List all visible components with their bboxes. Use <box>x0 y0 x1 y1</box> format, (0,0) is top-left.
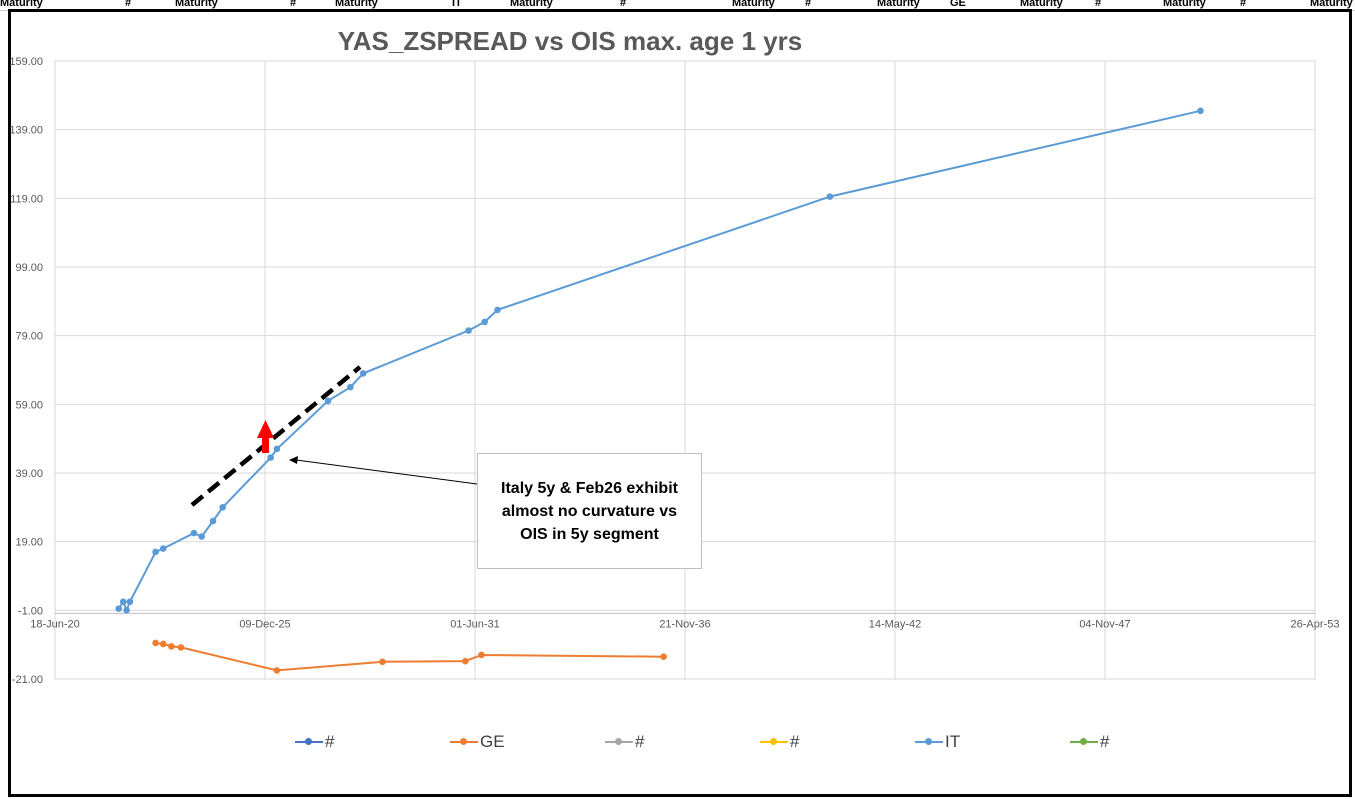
y-tick-label: 99.00 <box>15 262 43 274</box>
legend-swatch <box>1070 736 1098 748</box>
y-tick-label: -21.00 <box>12 674 43 686</box>
y-tick-label: 119.00 <box>10 193 43 205</box>
chart-title: YAS_ZSPREAD vs OIS max. age 1 yrs <box>337 26 803 56</box>
legend-swatch <box>760 736 788 748</box>
legend-label: IT <box>945 732 961 751</box>
data-point-it <box>273 445 281 453</box>
sheet-column-header: Maturity <box>1163 0 1206 9</box>
data-point-it <box>359 370 367 377</box>
red-arrow-shaft <box>262 436 269 453</box>
x-tick-label: 18-Jun-20 <box>30 618 80 630</box>
y-tick-label: 159.00 <box>9 56 43 68</box>
x-tick-label: 14-May-42 <box>869 618 922 630</box>
chart-legend: # GE # # IT # <box>295 732 1225 752</box>
data-point-it <box>119 598 127 606</box>
x-tick-label: 26-Apr-53 <box>1291 618 1340 630</box>
data-point-ge <box>168 643 175 650</box>
data-point-it <box>481 318 488 326</box>
sheet-column-header: # <box>1240 0 1247 9</box>
legend-label: # <box>635 732 645 751</box>
sheet-column-header: # <box>125 0 132 9</box>
sheet-column-header: Maturity <box>1310 0 1353 9</box>
annotation-pointer-arrowhead <box>289 456 298 464</box>
sheet-column-header: Maturity <box>510 0 553 9</box>
sheet-column-header: IT <box>452 0 462 9</box>
data-point-it <box>123 607 130 614</box>
data-point-ge <box>159 640 167 648</box>
data-point-it <box>494 306 501 314</box>
legend-label: # <box>1100 732 1110 751</box>
legend-label: # <box>790 732 800 751</box>
data-point-ge <box>177 644 185 651</box>
x-tick-label: 01-Jun-31 <box>450 618 500 630</box>
data-point-ge <box>478 651 485 659</box>
data-point-it <box>826 193 834 200</box>
sheet-column-header: Maturity <box>0 0 43 9</box>
data-point-it <box>347 383 354 391</box>
data-point-it <box>198 533 205 540</box>
annotation-pointer-line <box>295 459 478 485</box>
data-point-ge <box>660 653 667 660</box>
red-arrow-head <box>257 420 274 438</box>
legend-item: # <box>760 732 915 752</box>
annotation-line: OIS in 5y segment <box>520 525 659 543</box>
annotation-callout: Italy 5y & Feb26 exhibit almost no curva… <box>477 453 702 569</box>
legend-swatch <box>605 736 633 748</box>
sheet-column-header: Maturity <box>877 0 920 9</box>
legend-swatch <box>915 736 943 748</box>
x-tick-label: 09-Dec-25 <box>239 618 290 630</box>
x-tick-label: 21-Nov-36 <box>659 618 710 630</box>
y-tick-label: 39.00 <box>15 468 43 480</box>
data-point-it <box>190 529 198 537</box>
data-point-it <box>267 454 274 461</box>
annotation-line: Italy 5y & Feb26 exhibit <box>501 479 678 497</box>
sheet-column-header: # <box>290 0 297 9</box>
data-point-ge <box>379 658 386 666</box>
data-point-it <box>159 545 167 552</box>
data-point-ge <box>152 639 159 647</box>
sheet-column-header: # <box>805 0 812 9</box>
legend-swatch <box>295 736 323 748</box>
y-tick-label: 59.00 <box>15 399 43 411</box>
dashed-trend-line <box>190 365 362 507</box>
legend-label: GE <box>480 732 505 751</box>
y-tick-label: 79.00 <box>15 331 43 343</box>
sheet-column-header: Maturity <box>1020 0 1063 9</box>
sheet-column-header: # <box>1095 0 1102 9</box>
data-point-it <box>152 548 159 556</box>
data-point-it <box>126 598 134 606</box>
data-point-it <box>209 517 217 525</box>
x-tick-label: 04-Nov-47 <box>1079 618 1130 630</box>
y-tick-label: -1.00 <box>18 605 43 617</box>
legend-item: GE <box>450 732 605 752</box>
y-tick-label: 139.00 <box>9 125 43 137</box>
legend-label: # <box>325 732 335 751</box>
data-point-it <box>1197 107 1204 115</box>
annotation-line: almost no curvature vs <box>501 502 678 520</box>
data-point-it <box>115 605 123 612</box>
sheet-column-header: Maturity <box>732 0 775 9</box>
legend-item: IT <box>915 732 1070 752</box>
sheet-column-header: GE <box>950 0 966 9</box>
data-point-ge <box>462 657 469 665</box>
data-point-ge <box>273 667 281 674</box>
legend-swatch <box>450 736 478 748</box>
data-point-it <box>324 397 332 405</box>
legend-item: # <box>605 732 760 752</box>
sheet-column-header: # <box>620 0 627 9</box>
sheet-column-header: Maturity <box>335 0 378 9</box>
y-tick-label: 19.00 <box>15 537 43 549</box>
data-point-it <box>219 504 226 511</box>
legend-item: # <box>1070 732 1225 752</box>
sheet-column-header: Maturity <box>175 0 218 9</box>
legend-item: # <box>295 732 450 752</box>
data-point-it <box>465 327 472 334</box>
